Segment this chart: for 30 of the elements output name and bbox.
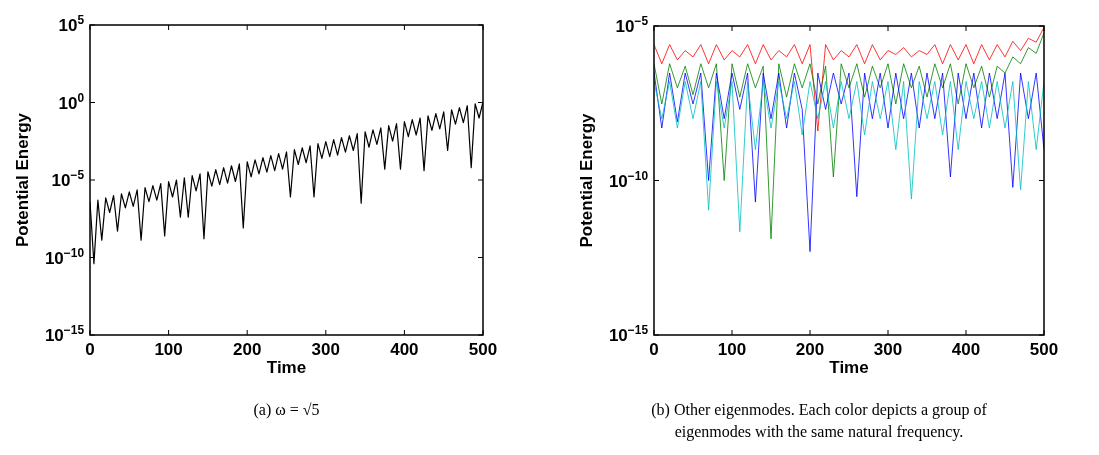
- y-axis-title: Potential Energy: [13, 112, 32, 248]
- x-tick-label: 200: [233, 340, 262, 359]
- x-tick-label: 400: [951, 340, 981, 359]
- x-tick-label: 200: [795, 340, 825, 359]
- y-tick-label: 10$^{−15}$: [608, 323, 649, 345]
- y-tick-label: 10$^{0}$: [58, 90, 85, 113]
- y-tick-label: 10$^{−10}$: [44, 245, 85, 268]
- line-series: [654, 71, 1044, 252]
- x-tick-label: 0: [85, 340, 95, 359]
- y-tick-label: 10$^{−5}$: [615, 14, 649, 36]
- x-tick-label: 300: [873, 340, 903, 359]
- x-tick-label: 400: [390, 340, 419, 359]
- text: (b) Other eigenmodes. Each color depicts a group of eigenmodes with the same natural frequency.: [651, 401, 988, 441]
- x-tick-label: 500: [1029, 340, 1059, 359]
- x-tick-label: 100: [154, 340, 183, 359]
- x-tick-label: 300: [311, 340, 340, 359]
- x-tick-label: 500: [468, 340, 498, 359]
- y-tick-label: 10$^{−10}$: [608, 168, 649, 191]
- x-axis-title: Time: [266, 358, 307, 377]
- y-tick-label: 10$^{5}$: [58, 13, 85, 35]
- line-series: [654, 32, 1044, 240]
- line-series: [654, 27, 1044, 132]
- y-tick-label: 10$^{−5}$: [51, 168, 85, 190]
- y-axis-title: Potential Energy: [577, 112, 596, 248]
- x-axis-title: Time: [829, 358, 869, 377]
- text: (a) ω = √5: [253, 401, 320, 419]
- y-tick-label: 10$^{−15}$: [44, 323, 85, 345]
- x-tick-label: 100: [717, 340, 747, 359]
- x-tick-label: 0: [649, 340, 659, 359]
- line-series: [654, 81, 1044, 233]
